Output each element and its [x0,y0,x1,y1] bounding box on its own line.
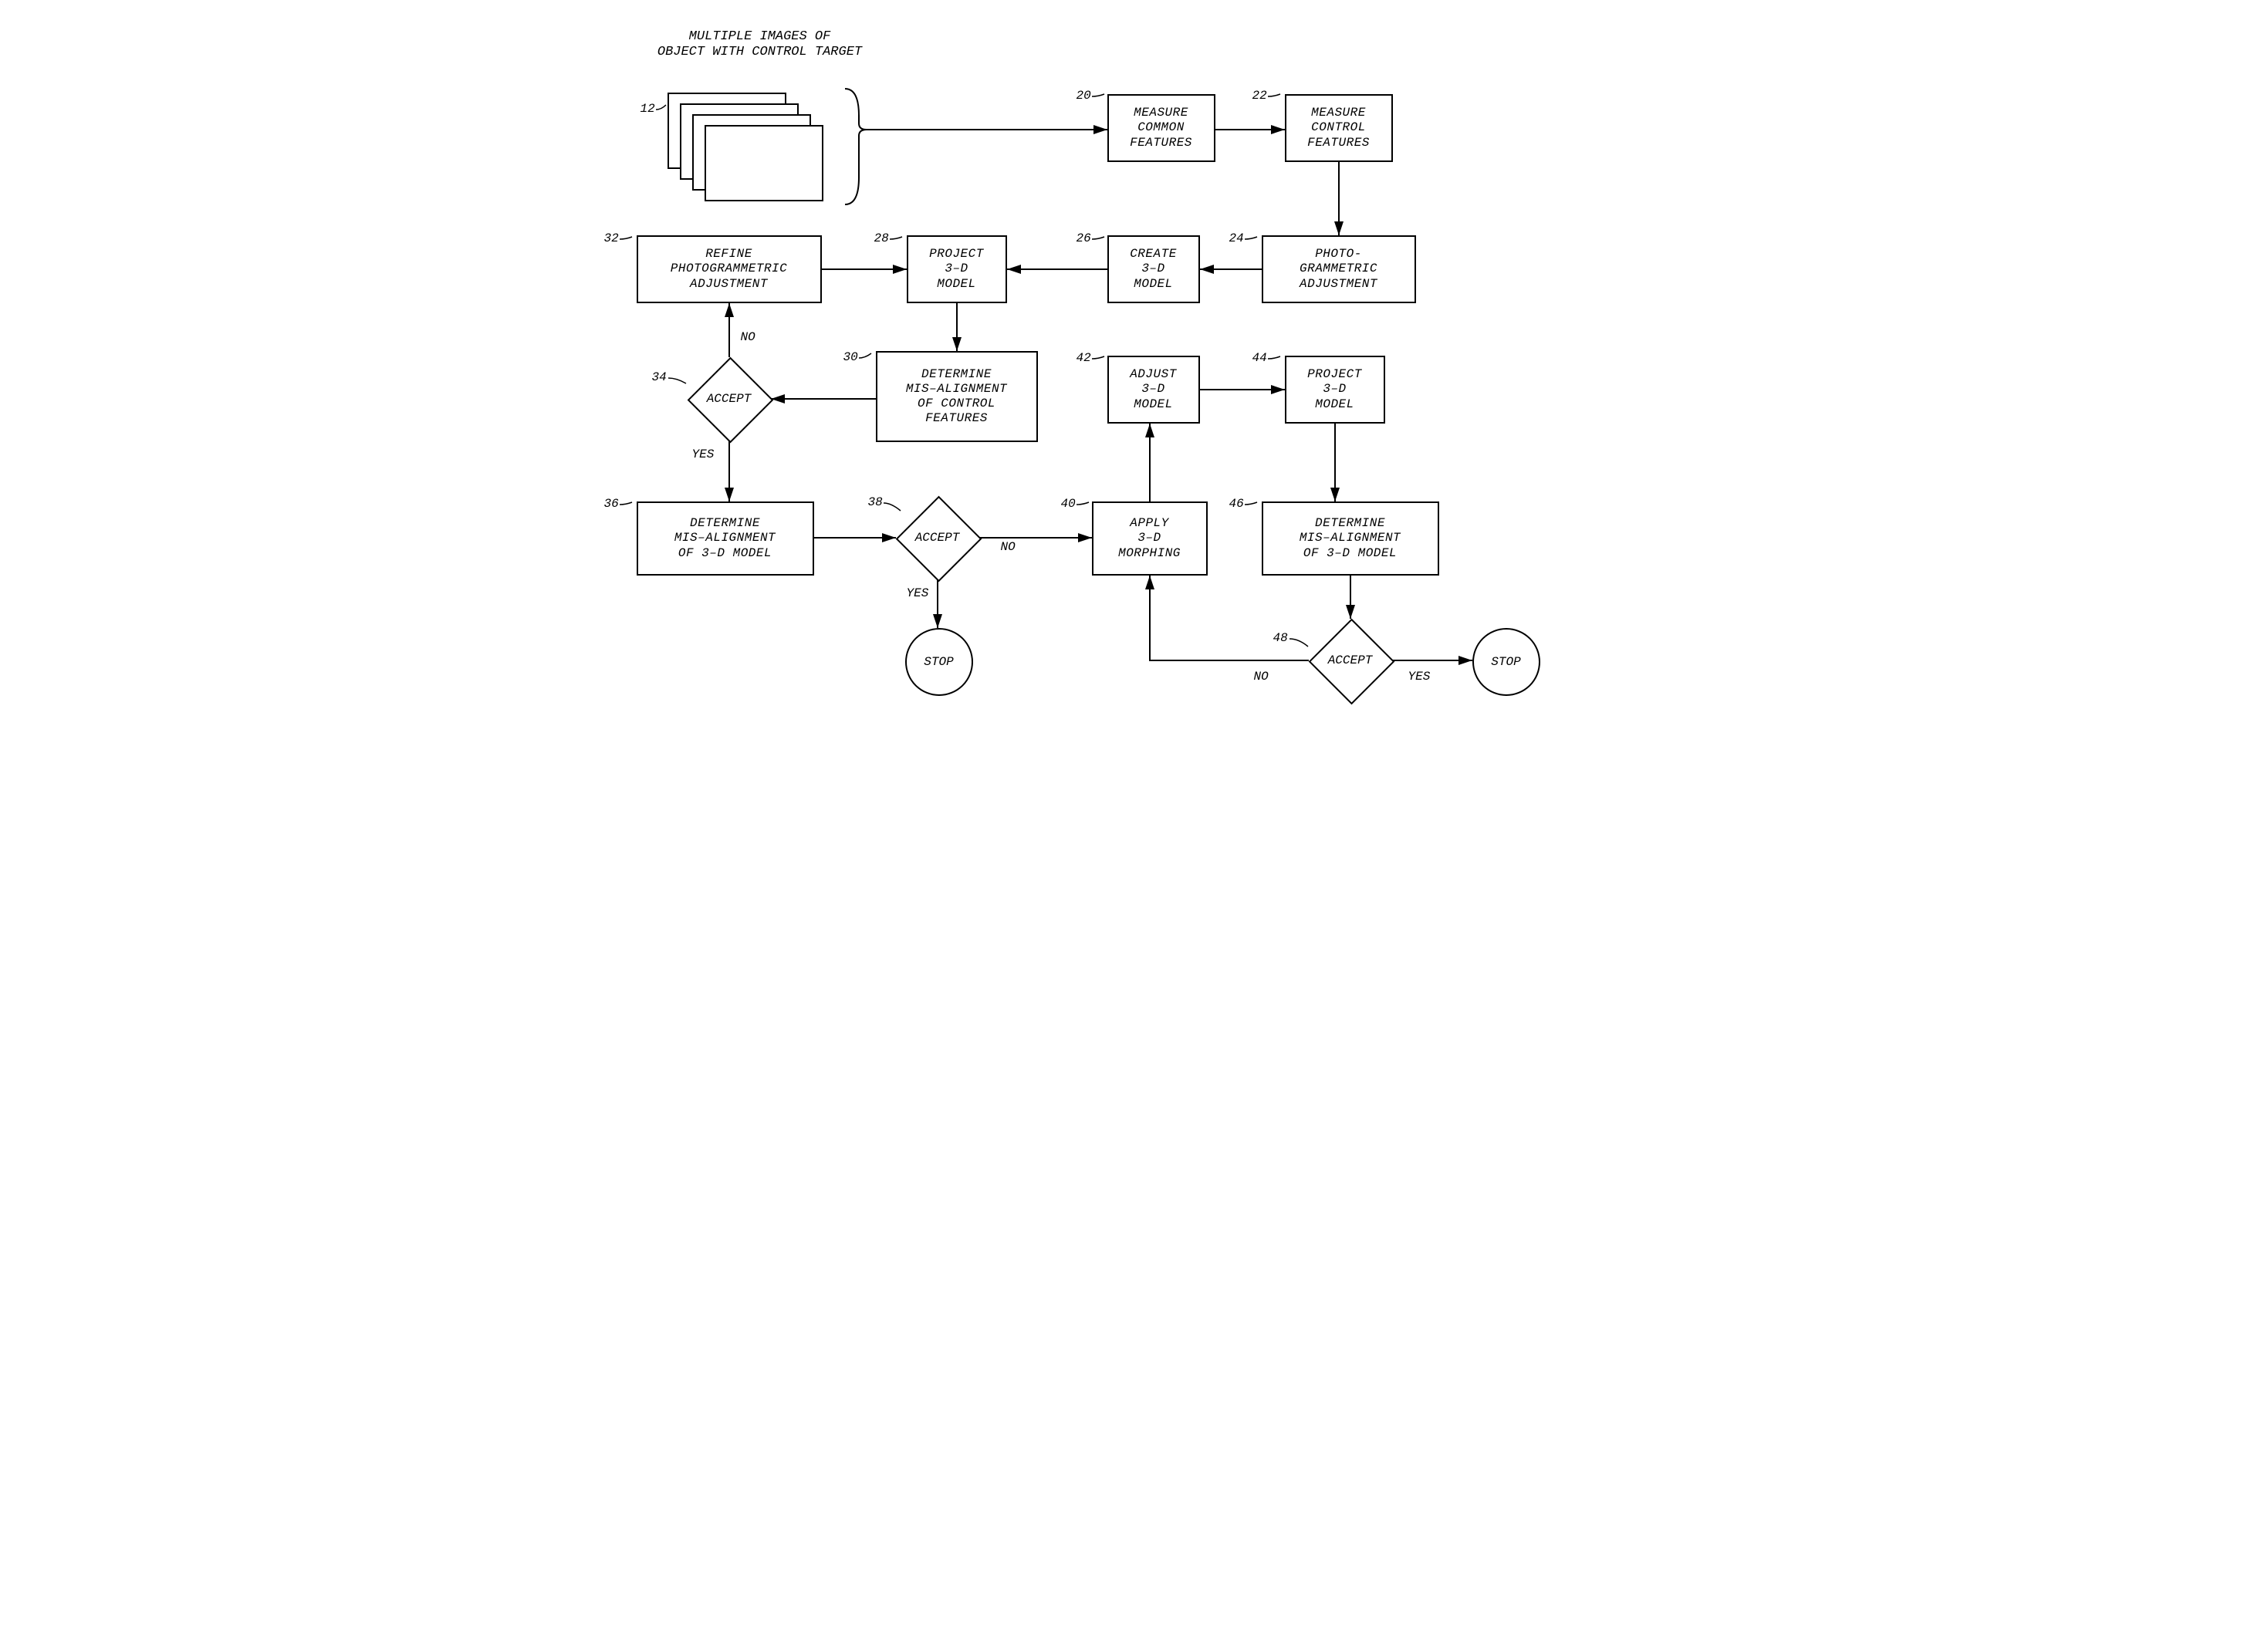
determine-misalignment-control-box: DETERMINEMIS–ALIGNMENTOF CONTROLFEATURES [876,351,1038,442]
no-label-38: NO [1001,540,1016,554]
stop-circle-2: STOP [1472,628,1540,696]
no-label-34: NO [741,330,755,344]
ref-32: 32 [604,231,619,245]
apply-3d-morphing-box: APPLY3–DMORPHING [1092,501,1208,576]
no-label-48: NO [1254,670,1269,684]
adjust-3d-model-box: ADJUST3–DMODEL [1107,356,1200,424]
accept-diamond-38 [895,496,982,582]
measure-common-features-box: MEASURECOMMONFEATURES [1107,94,1215,162]
determine-misalignment-3d-2-box: DETERMINEMIS–ALIGNMENTOF 3–D MODEL [1262,501,1439,576]
accept-diamond-34 [687,357,773,444]
ref-20: 20 [1077,89,1091,103]
ref-12: 12 [641,102,655,116]
stop-circle-1: STOP [905,628,973,696]
ref-38: 38 [868,495,883,509]
ref-44: 44 [1252,351,1267,365]
yes-label-48: YES [1408,670,1431,684]
yes-label-34: YES [692,447,715,461]
refine-photogrammetric-box: REFINEPHOTOGRAMMETRICADJUSTMENT [637,235,822,303]
photogrammetric-adjustment-box: PHOTO-GRAMMETRICADJUSTMENT [1262,235,1416,303]
ref-46: 46 [1229,497,1244,511]
project-3d-model-box: PROJECT3–DMODEL [907,235,1007,303]
ref-48: 48 [1273,631,1288,645]
flowchart-diagram: MULTIPLE IMAGES OF OBJECT WITH CONTROL T… [567,15,1702,833]
diagram-title: MULTIPLE IMAGES OF OBJECT WITH CONTROL T… [652,29,868,61]
ref-24: 24 [1229,231,1244,245]
img-rect-4 [705,125,823,201]
determine-misalignment-3d-box: DETERMINEMIS–ALIGNMENTOF 3–D MODEL [637,501,814,576]
accept-diamond-48 [1308,619,1394,705]
ref-30: 30 [843,350,858,364]
ref-22: 22 [1252,89,1267,103]
title-line2: OBJECT WITH CONTROL TARGET [657,45,862,59]
measure-control-features-box: MEASURECONTROLFEATURES [1285,94,1393,162]
ref-36: 36 [604,497,619,511]
multiple-images-stack [668,93,822,201]
title-line1: MULTIPLE IMAGES OF [689,29,831,44]
ref-28: 28 [874,231,889,245]
ref-34: 34 [652,370,667,384]
yes-label-38: YES [907,586,929,600]
ref-40: 40 [1061,497,1076,511]
ref-42: 42 [1077,351,1091,365]
create-3d-model-box: CREATE3–DMODEL [1107,235,1200,303]
ref-26: 26 [1077,231,1091,245]
project-3d-model-2-box: PROJECT3–DMODEL [1285,356,1385,424]
